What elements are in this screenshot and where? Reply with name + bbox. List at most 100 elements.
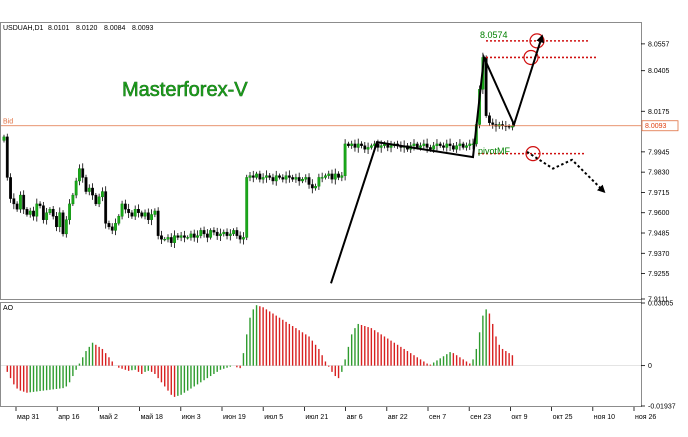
zigzag-wave [330, 34, 544, 284]
resistance-circle [523, 49, 539, 66]
candle-body [333, 173, 337, 180]
candle-body [15, 203, 19, 210]
bid-price-label: 8.0093 [645, 123, 667, 130]
time-tick-label: июн 19 [223, 414, 246, 421]
candle-body [251, 175, 255, 178]
target-circle [529, 33, 545, 49]
candle-body [366, 147, 370, 150]
time-tick-label: мар 31 [17, 414, 39, 421]
price-axis: 8.0557 8.0405 8.0175 7.9945 7.9830 7.9715 7.96… [641, 41, 670, 304]
candle-body [186, 237, 190, 239]
ao-label: AO [3, 305, 14, 312]
candle-body [287, 175, 291, 178]
candle-body [51, 208, 55, 217]
candle-body [153, 210, 157, 215]
candle-body [5, 136, 9, 178]
candle-body [222, 231, 226, 235]
candle-body [160, 235, 163, 240]
candle-body [297, 177, 301, 182]
pivot-circle [525, 146, 541, 162]
ao-axis: 0.03005 0 -0.01937 [1, 301, 676, 411]
candle-body [166, 237, 170, 240]
candle-body [107, 223, 111, 228]
candle-body [278, 175, 281, 178]
ao-bars [6, 305, 514, 397]
time-tick-label: окт 25 [553, 414, 573, 421]
candle-body [307, 177, 311, 185]
ao-tick-label: -0.01937 [648, 404, 676, 411]
time-tick-label: май 18 [141, 413, 163, 421]
candle-body [304, 177, 308, 180]
time-tick-label: сен 7 [429, 414, 446, 421]
time-tick-label: ноя 26 [635, 414, 656, 421]
candle-body [182, 235, 186, 238]
main-chart-frame [0, 22, 642, 300]
candle-body [127, 208, 131, 213]
candle-body [468, 143, 472, 146]
time-tick-label: окт 9 [511, 414, 527, 421]
candle-body [64, 219, 68, 235]
candle-body [238, 235, 242, 240]
candle-body [163, 238, 167, 241]
candle-body [451, 145, 455, 150]
candle-body [458, 143, 462, 146]
candle-body [35, 203, 39, 217]
bid-line-group: Bid 8.0093 [1, 119, 679, 132]
candle-body [261, 177, 265, 180]
time-tick-label: ноя 10 [594, 414, 615, 421]
candle-body [114, 223, 117, 231]
candle-body [507, 126, 511, 128]
candle-body [419, 145, 422, 148]
time-tick-label: апр 16 [58, 414, 79, 421]
candle-body [343, 143, 347, 176]
price-tick-label: 8.0557 [648, 41, 670, 48]
candle-body [347, 143, 350, 146]
candle-body [41, 205, 45, 220]
time-tick-label: авг 22 [388, 414, 408, 421]
candle-body [71, 194, 75, 205]
time-axis: мар 31 апр 16 май 2 май 18 июн 3 июн 19 июл 5 и… [15, 407, 656, 421]
price-tick-label: 7.9370 [648, 251, 670, 258]
candle-body [133, 208, 137, 217]
candle-body [228, 233, 232, 236]
candle-body [281, 177, 285, 180]
candle-body [146, 212, 150, 220]
candle-body [442, 145, 445, 148]
candle-body [38, 203, 42, 206]
candle-body [22, 194, 26, 210]
ohlc-close: 8.0093 [132, 25, 154, 32]
symbol-header: USDUAH,D1 [3, 25, 44, 32]
candle-body [268, 175, 272, 178]
candle-body [104, 191, 108, 224]
candle-body [84, 177, 88, 192]
candle-body [25, 208, 29, 215]
ao-panel-frame [0, 302, 642, 407]
candle-body [130, 212, 134, 217]
time-tick-label: июн 3 [182, 414, 201, 421]
candle-body [294, 177, 298, 180]
candle-body [45, 212, 49, 220]
ohlc-high: 8.0120 [76, 25, 98, 32]
candle-body [143, 212, 147, 217]
candle-body [284, 175, 288, 180]
time-tick-label: июл 21 [305, 414, 328, 421]
candle-body [176, 235, 180, 238]
candle-body [330, 173, 334, 180]
candle-body [205, 233, 209, 238]
candle-body [68, 203, 72, 220]
candle-body [179, 235, 183, 238]
price-tick-label: 7.9715 [648, 190, 670, 197]
candle-body [55, 216, 58, 228]
candle-body [350, 143, 354, 146]
forecast-path [526, 151, 606, 193]
price-tick-label: 7.9945 [648, 149, 670, 156]
candle-body [455, 145, 459, 150]
candle-body [255, 173, 258, 178]
candle-body [369, 145, 373, 148]
candle-body [94, 194, 98, 205]
level-annotation-target: 8.0574 [480, 30, 508, 40]
candle-body [192, 233, 196, 238]
candle-body [324, 175, 327, 178]
candle-body [100, 191, 104, 198]
candle-body [301, 179, 304, 182]
